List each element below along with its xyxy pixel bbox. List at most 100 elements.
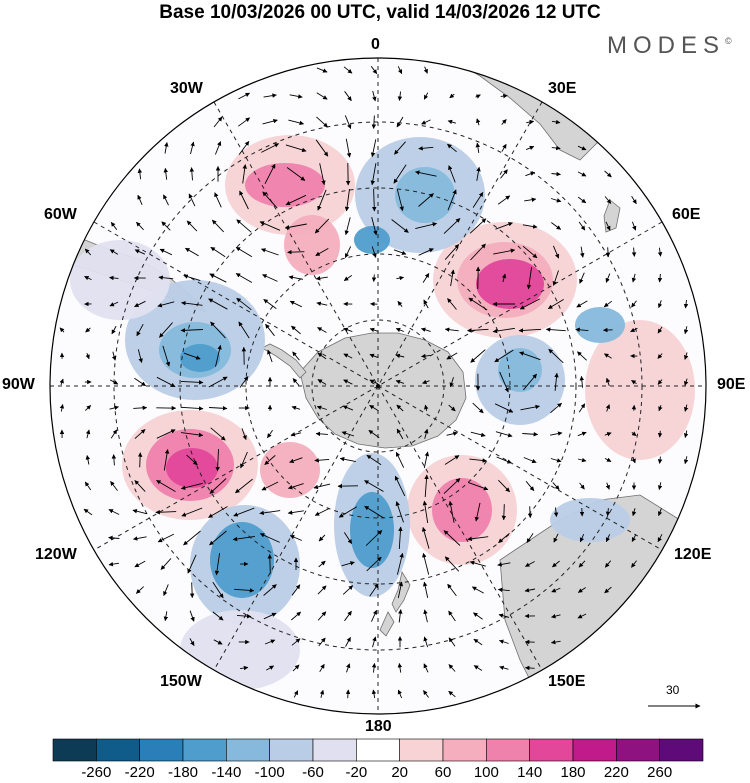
wind-arrow <box>498 639 509 644</box>
wind-arrow <box>85 353 90 360</box>
wind-arrow <box>163 194 169 206</box>
wind-arrow <box>657 379 663 385</box>
wind-arrow <box>605 273 611 283</box>
wind-arrow <box>343 353 353 359</box>
wind-arrow <box>472 192 484 208</box>
wind-arrow <box>189 638 195 646</box>
colorbar-tick-label: 220 <box>603 764 629 781</box>
wind-arrow <box>545 327 566 332</box>
wind-arrow <box>163 449 170 471</box>
wind-arrow <box>473 665 483 671</box>
wind-arrow <box>519 298 541 310</box>
wind-arrow <box>552 560 560 568</box>
wind-arrow <box>418 193 434 207</box>
lon-label-0: 0 <box>371 36 380 53</box>
wind-arrow <box>501 273 507 283</box>
wind-arrow <box>212 581 224 599</box>
wind-arrow <box>369 583 379 597</box>
wind-arrow <box>287 483 304 490</box>
wind-arrow <box>344 610 352 622</box>
wind-arrow <box>548 348 564 364</box>
wind-arrow <box>318 534 326 542</box>
wind-arrow <box>683 404 689 412</box>
wind-arrow <box>577 171 587 177</box>
wind-arrow <box>422 581 429 598</box>
brand-logo: MODES© <box>607 32 732 60</box>
wind-arrow <box>286 167 306 181</box>
wind-arrow <box>497 587 510 593</box>
wind-arrow <box>317 327 327 333</box>
wind-arrow <box>396 116 404 128</box>
wind-arrow <box>424 474 429 498</box>
colorbar-tick-label: 180 <box>560 764 586 781</box>
wind-arrow <box>263 93 277 98</box>
wind-arrow <box>344 115 352 130</box>
wind-arrow <box>476 166 481 181</box>
lon-label-150e: 150E <box>548 673 586 690</box>
wind-arrow <box>525 481 535 492</box>
wind-arrow <box>188 193 196 207</box>
wind-arrow <box>236 614 252 619</box>
wind-arrow <box>156 480 176 492</box>
lon-label-30e: 30E <box>548 80 577 97</box>
wind-arrow <box>683 299 689 309</box>
wind-arrow <box>240 665 249 671</box>
wind-arrow <box>341 561 355 567</box>
wind-arrow <box>292 351 300 361</box>
wind-arrow <box>345 637 351 647</box>
wind-arrow <box>83 508 93 516</box>
brand-text: MODES <box>607 32 726 59</box>
wind-arrow <box>267 430 273 439</box>
wind-arrow <box>501 504 507 521</box>
colorbar-tick-label: -100 <box>254 764 285 781</box>
wind-arrow <box>554 372 559 391</box>
colorbar-tick-label: 20 <box>391 764 408 781</box>
wind-arrow <box>208 298 228 310</box>
wind-arrow <box>447 583 457 597</box>
wind-arrow <box>578 560 586 568</box>
wind-arrow <box>344 246 352 259</box>
wind-arrow <box>470 349 486 363</box>
wind-arrow <box>369 404 379 412</box>
wind-arrow <box>267 553 273 574</box>
wind-arrow <box>238 117 251 127</box>
wind-arrow <box>474 502 481 522</box>
wind-arrow <box>423 609 428 623</box>
wind-arrow <box>473 612 483 620</box>
wind-arrow <box>498 532 510 544</box>
wind-arrow <box>395 379 405 385</box>
wind-arrow <box>394 141 406 155</box>
wind-arrow <box>235 273 253 283</box>
wind-arrow <box>604 353 612 359</box>
wind-arrow <box>467 481 489 491</box>
wind-arrow <box>132 536 147 541</box>
wind-arrow <box>240 451 248 469</box>
wind-arrow <box>289 535 302 541</box>
wind-arrow <box>316 92 328 100</box>
wind-arrow <box>234 588 255 593</box>
wind-arrow <box>551 613 561 619</box>
wind-arrow <box>525 561 535 567</box>
wind-arrow <box>519 351 541 361</box>
wind-arrow <box>159 322 173 338</box>
wind-arrow <box>444 455 460 465</box>
wind-arrow <box>319 689 325 698</box>
wind-arrow <box>393 164 407 184</box>
wind-arrow <box>371 274 377 282</box>
wind-arrow <box>369 353 379 359</box>
wind-arrow <box>396 552 404 575</box>
wind-arrow <box>657 353 663 359</box>
wind-arrow <box>108 509 120 515</box>
wind-arrow <box>396 275 405 281</box>
wind-arrow <box>604 196 612 204</box>
wind-arrow <box>523 457 537 464</box>
wind-arrow <box>136 221 144 231</box>
colorbar-tick-label: -180 <box>167 764 199 781</box>
wind-arrow <box>291 638 301 646</box>
wind-arrow <box>657 273 663 283</box>
wind-arrow <box>314 458 330 463</box>
wind-arrow <box>631 247 637 257</box>
wind-arrow <box>344 217 351 236</box>
wind-arrow <box>498 613 510 618</box>
lon-label-180: 180 <box>365 718 392 735</box>
